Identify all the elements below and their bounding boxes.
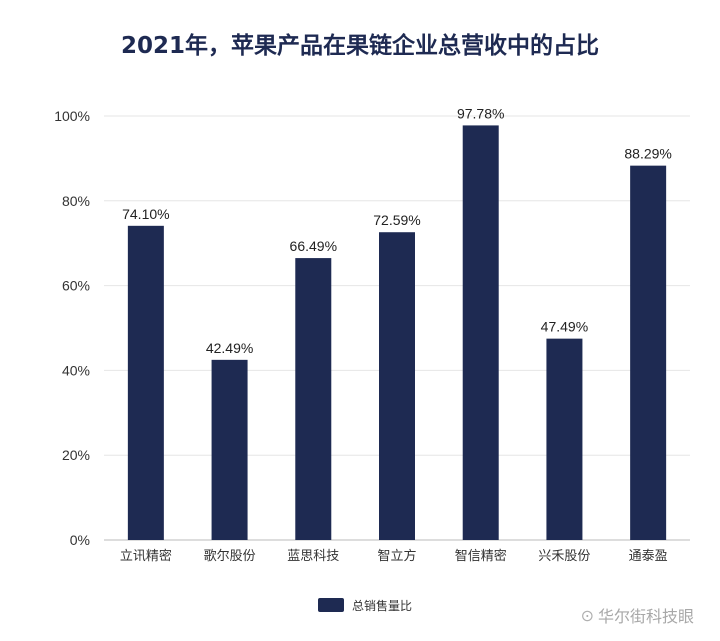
x-tick-label: 蓝思科技 [287, 549, 339, 564]
data-label: 66.49% [290, 238, 337, 254]
bar [127, 225, 164, 541]
y-tick-label: 80% [62, 193, 90, 209]
y-tick-label: 100% [54, 108, 90, 124]
x-tick-label: 通泰盈 [629, 549, 668, 564]
y-tick-label: 0% [70, 532, 90, 548]
y-tick-label: 40% [62, 362, 90, 378]
watermark: ⊙ 华尔街科技眼 [581, 603, 694, 627]
x-axis: 立讯精密 歌尔股份 蓝思科技 智立方 智信精密 兴禾股份 通泰盈 [120, 548, 668, 564]
bars [127, 125, 667, 541]
x-tick-label: 立讯精密 [120, 548, 172, 564]
y-tick-label: 20% [62, 447, 90, 463]
x-tick-label: 歌尔股份 [204, 549, 256, 564]
x-tick-label: 智立方 [377, 548, 416, 564]
bar [630, 165, 667, 541]
legend: 总销售量比 [318, 598, 412, 613]
data-labels: 74.10% 42.49% 66.49% 72.59% 97.78% 47.49% 88.2… [122, 105, 672, 355]
data-label: 47.49% [541, 319, 588, 335]
data-label: 88.29% [624, 146, 671, 162]
wechat-icon: ⊙ [580, 605, 594, 625]
data-label: 72.59% [373, 212, 420, 228]
bar [295, 258, 332, 540]
chart-title: 2021年，苹果产品在果链企业总营收中的占比 [120, 33, 599, 59]
x-tick-label: 兴禾股份 [538, 549, 590, 564]
bar [379, 232, 415, 541]
y-tick-label: 60% [62, 278, 90, 294]
data-label: 42.49% [206, 340, 253, 356]
bar [546, 338, 583, 540]
data-label: 97.78% [457, 105, 504, 121]
legend-swatch [318, 598, 344, 612]
watermark-text: 华尔街科技眼 [597, 607, 694, 626]
bar [462, 125, 499, 540]
data-label: 74.10% [122, 206, 169, 222]
legend-label: 总销售量比 [352, 598, 412, 613]
bar [211, 359, 248, 540]
x-tick-label: 智信精密 [455, 548, 507, 564]
y-axis: 0% 20% 40% 60% 80% 100% [54, 108, 90, 548]
